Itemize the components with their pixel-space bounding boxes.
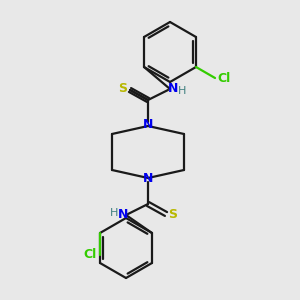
Text: N: N bbox=[143, 172, 153, 185]
Text: H: H bbox=[178, 86, 186, 96]
Text: N: N bbox=[143, 118, 153, 131]
Text: H: H bbox=[110, 208, 118, 218]
Text: Cl: Cl bbox=[218, 71, 231, 85]
Text: N: N bbox=[118, 208, 128, 221]
Text: N: N bbox=[168, 82, 178, 95]
Text: S: S bbox=[118, 82, 127, 95]
Text: S: S bbox=[169, 208, 178, 221]
Text: Cl: Cl bbox=[83, 248, 97, 262]
